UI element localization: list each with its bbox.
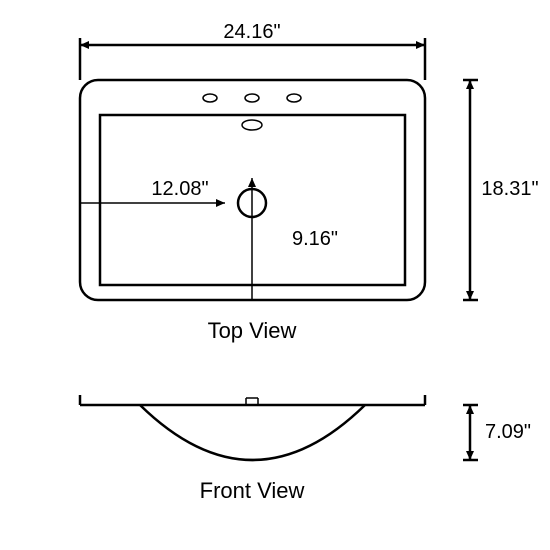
faucet-hole-0: [203, 94, 217, 102]
dim-half-height-label: 9.16": [292, 228, 338, 250]
top-view-label: Top View: [208, 318, 297, 343]
faucet-hole-1: [245, 94, 259, 102]
front-bowl-curve: [140, 405, 365, 460]
faucet-hole-2: [287, 94, 301, 102]
dim-half-width-label: 12.08": [151, 178, 208, 200]
dim-height-label: 18.31": [481, 178, 538, 200]
dim-depth-label: 7.09": [485, 421, 531, 443]
dim-width-label: 24.16": [223, 21, 280, 43]
front-view-label: Front View: [200, 478, 305, 503]
overflow-hole: [242, 120, 262, 130]
technical-drawing: 24.16" 18.31" 12.08" 9.16" Top View 7.09" Fron…: [0, 0, 550, 550]
